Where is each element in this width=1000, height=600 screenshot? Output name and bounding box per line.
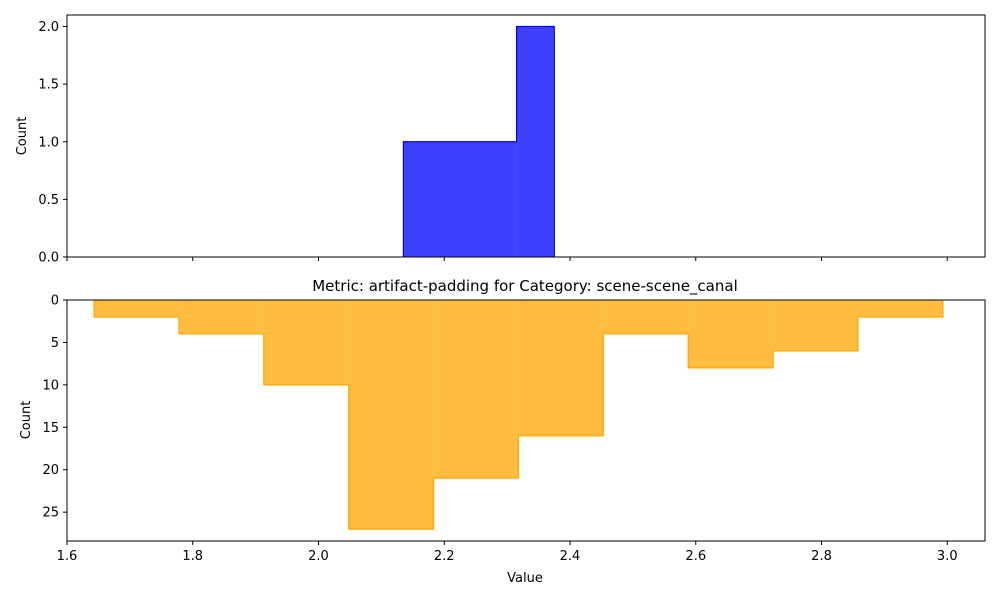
bottom-x-tick-label: 1.8 [182, 549, 203, 564]
bottom-panel-title: Metric: artifact-padding for Category: s… [312, 277, 738, 296]
bottom-y-axis-label: Count [19, 401, 34, 440]
bottom-x-axis-label: Value [507, 571, 543, 586]
top-y-tick-label: 0.0 [38, 251, 59, 266]
bottom-x-tick-label: 2.8 [811, 549, 832, 564]
bottom-histogram-bin [773, 300, 858, 351]
bottom-y-tick-label: 5 [51, 336, 59, 351]
bottom-histogram-bin [688, 300, 774, 368]
top-histogram-bin [516, 26, 555, 258]
bottom-y-tick-label: 0 [51, 294, 59, 309]
bottom-y-tick-label: 15 [42, 421, 59, 436]
bottom-x-tick-label: 2.2 [434, 549, 455, 564]
bottom-histogram-panel: Metric: artifact-padding for Category: s… [19, 277, 986, 586]
top-axes-frame [66, 14, 986, 258]
top-y-tick-label: 1.0 [38, 135, 59, 150]
top-y-tick-label: 1.5 [38, 78, 59, 93]
bottom-y-ticks: 0 5 10 15 20 25 [42, 294, 67, 521]
bottom-x-tick-label: 2.6 [685, 549, 706, 564]
top-y-axis-label: Count [15, 117, 30, 156]
top-histogram-bin [403, 141, 517, 257]
bottom-y-tick-label: 25 [42, 506, 59, 521]
bottom-histogram-bin [603, 300, 689, 334]
top-histogram-fill-layer [402, 25, 555, 258]
bottom-y-tick-label: 10 [42, 378, 59, 393]
bottom-y-tick-label: 20 [42, 463, 59, 478]
top-histogram-step-outline [402, 25, 555, 257]
bottom-histogram-bin [857, 300, 943, 317]
bottom-axes-frame [66, 299, 986, 542]
bottom-x-tick-label: 3.0 [937, 549, 958, 564]
bottom-histogram-step-outline [93, 300, 944, 530]
bottom-histogram-bin [263, 300, 349, 385]
bottom-histogram-bin [348, 300, 434, 530]
bottom-histogram-bin [178, 300, 264, 334]
top-histogram-panel: 0.0 0.5 1.0 1.5 2.0 Count [15, 14, 986, 266]
bottom-histogram-bin [94, 300, 179, 317]
bottom-x-tick-label: 1.6 [57, 549, 78, 564]
top-y-tick-label: 2.0 [38, 20, 59, 35]
bottom-x-ticks: 1.6 1.8 2.0 2.2 2.4 2.6 2.8 3.0 [57, 541, 958, 564]
bottom-x-tick-label: 2.4 [560, 549, 581, 564]
bottom-histogram-bin [518, 300, 604, 436]
top-y-ticks: 0.0 0.5 1.0 1.5 2.0 [38, 20, 67, 266]
top-x-ticks [66, 257, 948, 261]
bottom-histogram-bin [433, 300, 519, 479]
top-y-tick-label: 0.5 [38, 193, 59, 208]
bottom-histogram-fill-layer [93, 300, 944, 530]
bottom-x-tick-label: 2.0 [308, 549, 329, 564]
